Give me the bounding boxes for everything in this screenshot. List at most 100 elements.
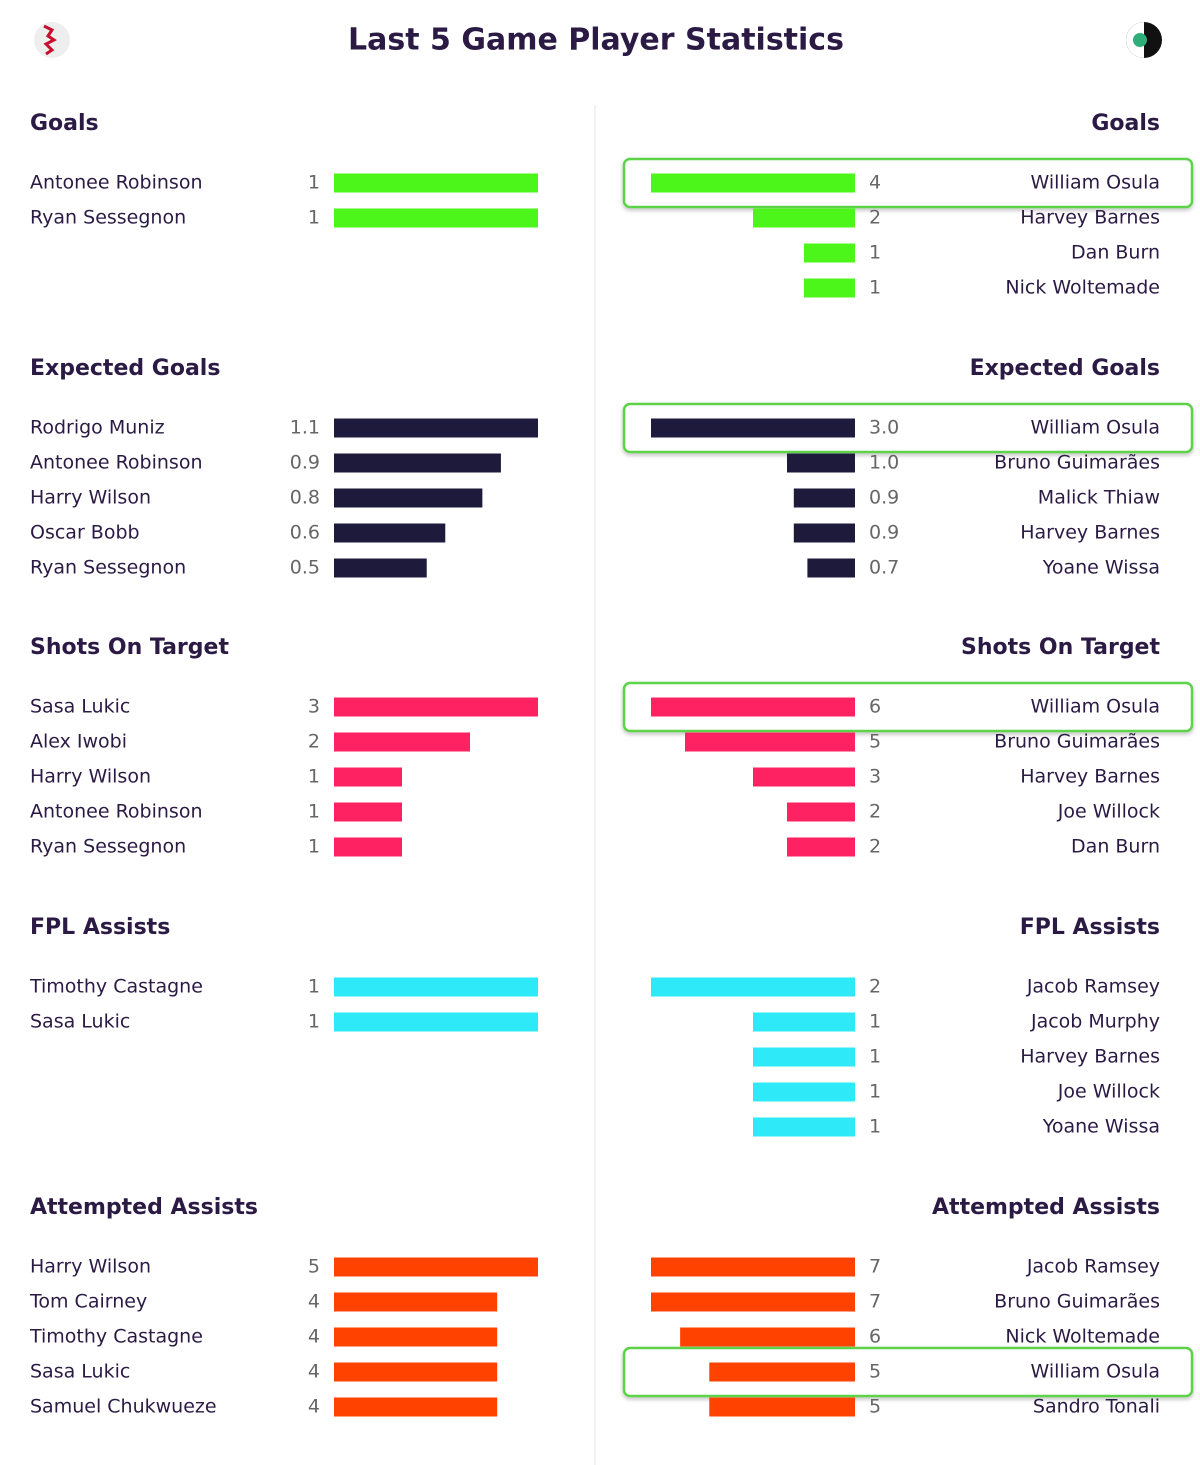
player-name: Dan Burn	[1071, 836, 1160, 858]
highlight-box	[622, 157, 1194, 209]
bar	[334, 488, 483, 508]
value-label: 7	[869, 1256, 881, 1278]
value-label: 0.9	[290, 452, 320, 474]
section-heading: Goals	[1091, 111, 1160, 136]
player-name: Timothy Castagne	[29, 1326, 203, 1348]
bar	[334, 1292, 498, 1312]
player-name: Harvey Barnes	[1020, 522, 1160, 544]
value-label: 2	[869, 976, 881, 998]
player-name: Joe Willock	[1057, 801, 1160, 823]
player-name: Joe Willock	[1057, 1081, 1160, 1103]
bar	[334, 173, 538, 193]
bar	[334, 453, 501, 473]
bar	[334, 767, 402, 787]
value-label: 3.0	[869, 417, 899, 439]
player-name: Nick Woltemade	[1005, 1326, 1160, 1348]
value-label: 5	[869, 731, 881, 753]
bar	[753, 1117, 855, 1137]
bar	[334, 208, 538, 228]
player-name: Bruno Guimarães	[994, 452, 1160, 474]
player-name: William Osula	[1031, 1361, 1161, 1383]
value-label: 5	[869, 1361, 881, 1383]
player-name: Oscar Bobb	[30, 522, 140, 544]
bar	[709, 1397, 855, 1417]
value-label: 0.5	[290, 557, 320, 579]
bar	[680, 1327, 855, 1347]
value-label: 3	[308, 696, 320, 718]
value-label: 1	[869, 277, 881, 299]
section-heading: Expected Goals	[970, 356, 1160, 381]
player-name: Harvey Barnes	[1020, 1046, 1160, 1068]
section-heading: Attempted Assists	[932, 1195, 1160, 1220]
bar	[651, 173, 855, 193]
value-label: 4	[308, 1326, 320, 1348]
highlight-box	[622, 681, 1194, 733]
bar	[787, 802, 855, 822]
bar	[334, 1397, 498, 1417]
value-label: 0.7	[869, 557, 899, 579]
value-label: 1	[308, 836, 320, 858]
player-name: Rodrigo Muniz	[30, 417, 165, 439]
bar	[651, 977, 855, 997]
player-name: Antonee Robinson	[30, 172, 203, 194]
player-name: Dan Burn	[1071, 242, 1160, 264]
value-label: 4	[308, 1291, 320, 1313]
value-label: 1	[308, 801, 320, 823]
player-name: Antonee Robinson	[30, 801, 203, 823]
bar	[793, 523, 855, 543]
bar	[753, 208, 855, 228]
player-name: Tom Cairney	[29, 1291, 147, 1313]
player-name: Harry Wilson	[30, 766, 151, 788]
section-heading: Goals	[30, 111, 99, 136]
player-name: Jacob Ramsey	[1026, 1256, 1160, 1278]
value-label: 0.6	[290, 522, 320, 544]
bar	[807, 558, 855, 578]
value-label: 1	[869, 1011, 881, 1033]
value-label: 3	[869, 766, 881, 788]
player-name: Sasa Lukic	[30, 1361, 130, 1383]
player-name: Harvey Barnes	[1020, 207, 1160, 229]
value-label: 2	[308, 731, 320, 753]
player-name: Yoane Wissa	[1042, 557, 1160, 579]
bar	[334, 802, 402, 822]
bar	[334, 1327, 498, 1347]
value-label: 4	[869, 172, 881, 194]
away-logo	[1126, 22, 1162, 58]
bar	[709, 1362, 855, 1382]
value-label: 2	[869, 207, 881, 229]
value-label: 2	[869, 836, 881, 858]
value-label: 6	[869, 696, 881, 718]
value-label: 0.9	[869, 487, 899, 509]
section-heading: Shots On Target	[30, 635, 229, 660]
bar	[753, 767, 855, 787]
player-name: Sandro Tonali	[1033, 1396, 1160, 1418]
value-label: 1.1	[290, 417, 320, 439]
player-name: Yoane Wissa	[1042, 1116, 1160, 1138]
bar	[334, 1012, 538, 1032]
highlight-box	[622, 402, 1194, 454]
value-label: 1	[308, 766, 320, 788]
bar	[753, 1047, 855, 1067]
player-name: William Osula	[1031, 417, 1161, 439]
bar	[793, 488, 855, 508]
value-label: 1	[308, 207, 320, 229]
value-label: 6	[869, 1326, 881, 1348]
bar	[787, 837, 855, 857]
player-name: William Osula	[1031, 172, 1161, 194]
bar	[804, 278, 855, 298]
player-name: Bruno Guimarães	[994, 1291, 1160, 1313]
section-heading: FPL Assists	[1020, 915, 1160, 940]
bar	[334, 697, 538, 717]
value-label: 1	[869, 1081, 881, 1103]
player-name: Jacob Ramsey	[1026, 976, 1160, 998]
player-name: Bruno Guimarães	[994, 731, 1160, 753]
player-name: Ryan Sessegnon	[30, 557, 186, 579]
value-label: 2	[869, 801, 881, 823]
home-logo	[34, 22, 70, 58]
value-label: 1	[308, 976, 320, 998]
bar	[651, 1257, 855, 1277]
bar	[651, 1292, 855, 1312]
bar	[753, 1012, 855, 1032]
value-label: 1	[869, 1116, 881, 1138]
